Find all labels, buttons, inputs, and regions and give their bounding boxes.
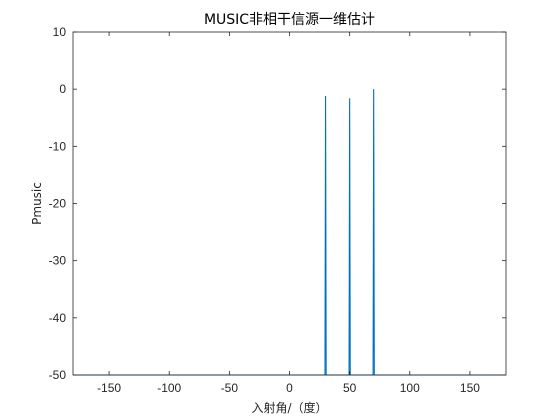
y-tick-label: -50 <box>49 368 67 382</box>
y-tick-label: -30 <box>49 254 67 268</box>
chart-title: MUSIC非相干信源一维估计 <box>204 12 375 28</box>
y-axis-ticks: 10 0 -10 -20 -30 -40 -50 <box>49 25 506 382</box>
x-tick-label: -150 <box>97 381 121 395</box>
y-tick-label: 10 <box>53 25 67 39</box>
x-axis-label: 入射角/（度） <box>251 400 327 415</box>
x-tick-label: -50 <box>221 381 239 395</box>
y-tick-label: -10 <box>49 139 67 153</box>
series-layer <box>73 89 506 376</box>
series-line-0 <box>73 89 506 376</box>
x-axis-ticks: -150 -100 -50 0 50 100 150 <box>97 32 480 395</box>
x-tick-label: 0 <box>286 381 293 395</box>
plot-area <box>73 32 506 375</box>
y-tick-label: -40 <box>49 311 67 325</box>
y-tick-label: -20 <box>49 197 67 211</box>
x-tick-label: 50 <box>343 381 357 395</box>
y-axis-label: Pmusic <box>30 182 44 225</box>
x-tick-label: 150 <box>460 381 480 395</box>
y-tick-label: 0 <box>59 82 66 96</box>
x-tick-label: -100 <box>157 381 181 395</box>
x-tick-label: 100 <box>400 381 420 395</box>
